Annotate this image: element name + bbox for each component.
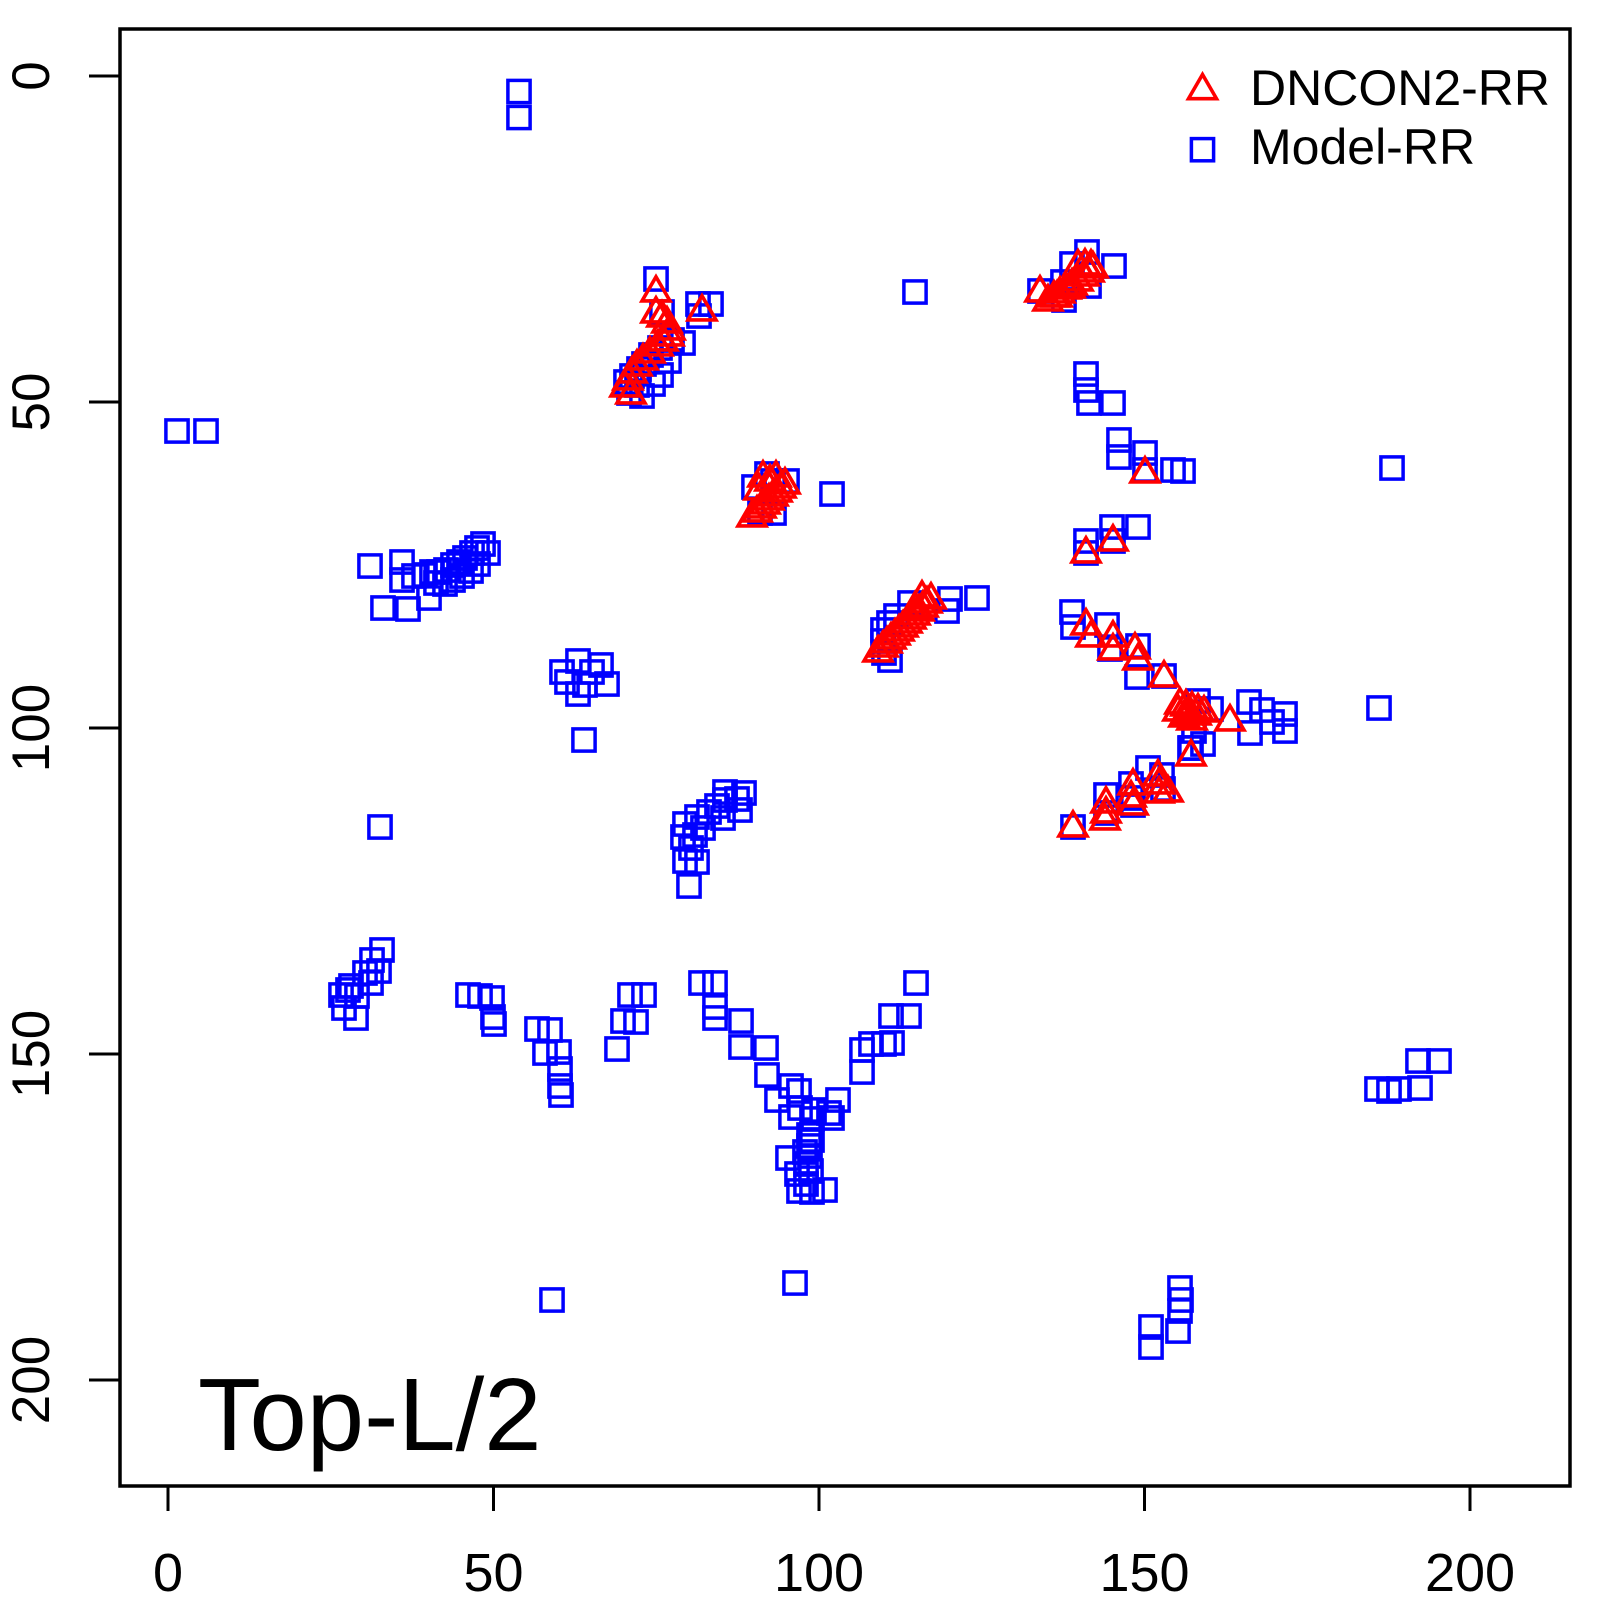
svg-text:100: 100 — [774, 1543, 864, 1600]
svg-text:0: 0 — [153, 1543, 183, 1600]
svg-text:Top-L/2: Top-L/2 — [198, 1357, 542, 1472]
svg-text:50: 50 — [463, 1543, 523, 1600]
svg-text:Model-RR: Model-RR — [1250, 119, 1475, 175]
svg-text:50: 50 — [2, 373, 61, 432]
svg-text:DNCON2-RR: DNCON2-RR — [1250, 60, 1550, 116]
svg-text:200: 200 — [2, 1336, 61, 1424]
svg-text:100: 100 — [2, 684, 61, 772]
svg-text:150: 150 — [1099, 1543, 1189, 1600]
svg-text:150: 150 — [2, 1010, 61, 1098]
svg-text:200: 200 — [1425, 1543, 1515, 1600]
svg-text:0: 0 — [2, 61, 61, 90]
